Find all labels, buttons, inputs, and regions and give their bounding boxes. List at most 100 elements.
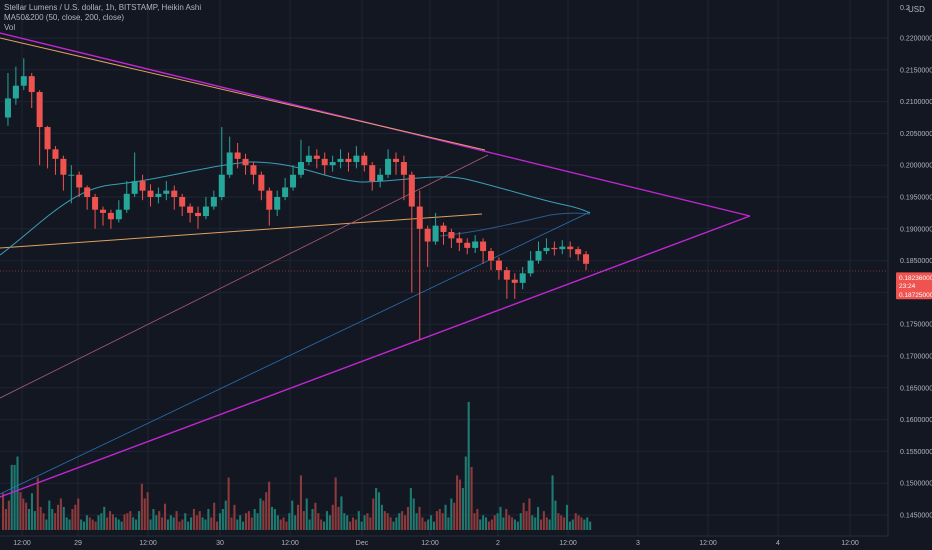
volume-bar	[456, 475, 459, 530]
volume-bar	[137, 511, 141, 530]
volume-bar	[519, 513, 522, 530]
volume-bar	[421, 517, 424, 530]
volume-bar	[132, 517, 135, 530]
volume-bar	[490, 519, 493, 530]
volume-bar	[189, 517, 193, 530]
candle-body	[456, 238, 463, 243]
volume-bar	[366, 513, 369, 530]
volume-bar	[256, 513, 259, 530]
candle-body	[92, 197, 99, 210]
volume-bar	[563, 517, 566, 530]
volume-bar	[74, 504, 77, 530]
volume-bar	[302, 511, 305, 530]
volume-bar	[213, 502, 216, 530]
candle-body	[155, 193, 162, 197]
volume-bar	[314, 502, 317, 530]
candle-body	[329, 162, 336, 166]
candle-body	[511, 279, 518, 283]
volume-bar	[461, 488, 464, 530]
candle-body	[131, 181, 138, 194]
candle-body	[195, 212, 202, 217]
volume-bar	[430, 515, 433, 530]
candle-body	[218, 174, 225, 197]
candle-body	[274, 197, 281, 210]
volume-bar	[161, 517, 164, 530]
volume-bar	[297, 504, 300, 530]
volume-bar	[476, 509, 479, 530]
volume-bar	[464, 456, 467, 530]
candle-body	[488, 251, 495, 261]
volume-bar	[528, 498, 531, 530]
volume-bar	[51, 509, 54, 530]
volume-bar	[143, 498, 146, 530]
volume-bar	[85, 515, 88, 530]
volume-bar	[334, 477, 337, 530]
candle-body	[179, 197, 186, 207]
volume-bar	[19, 492, 22, 530]
x-tick-label: 4	[776, 540, 780, 547]
candle-body	[282, 187, 289, 197]
volume-indicator-label[interactable]: Vol	[4, 23, 16, 32]
ma-indicator-label[interactable]: MA50&200 (50, close, 200, close)	[4, 13, 125, 22]
price-tag-box	[896, 272, 932, 283]
x-tick-label: 12:00	[421, 540, 439, 547]
volume-bar	[343, 513, 346, 530]
volume-bar	[531, 515, 534, 530]
price-tag-label: 0.18236000	[899, 275, 932, 282]
volume-bar	[221, 509, 224, 530]
volume-bar	[386, 513, 389, 530]
volume-bar	[94, 521, 97, 530]
volume-bar	[158, 511, 161, 530]
volume-bar	[227, 477, 230, 530]
volume-bar	[233, 504, 236, 530]
currency-label[interactable]: USD	[908, 5, 925, 14]
grid	[0, 0, 888, 536]
volume-bar	[511, 517, 514, 530]
candle-body	[559, 246, 566, 250]
candle-body	[68, 174, 75, 176]
candle-body	[115, 209, 122, 220]
candle-body	[535, 251, 542, 261]
x-tick-label: 12:00	[699, 540, 717, 547]
volume-bar	[276, 515, 279, 530]
candle-body	[171, 190, 178, 197]
candle-body	[60, 158, 67, 175]
candle-body	[345, 158, 352, 163]
volume-bar	[97, 515, 100, 530]
candle-body	[36, 92, 43, 128]
volume-bar	[82, 521, 86, 530]
symbol-title[interactable]: Stellar Lumens / U.S. dollar, 1h, BITSTA…	[4, 3, 202, 12]
x-tick-label: 12:00	[559, 540, 577, 547]
volume-bar	[22, 498, 25, 530]
volume-bar	[473, 513, 476, 530]
chart-legend: Stellar Lumens / U.S. dollar, 1h, BITSTA…	[4, 3, 201, 33]
triangle-lower-line	[0, 215, 751, 498]
volume-bar	[175, 511, 178, 530]
candle-body	[361, 155, 368, 166]
volume-bar	[100, 513, 103, 530]
time-axis[interactable]: 12:00 29 12:00 30 12:00 Dec 12:00 2 12:00 3 12:00 4…	[0, 535, 888, 547]
volume-bar	[187, 521, 190, 530]
volume-bar	[288, 513, 291, 530]
volume-bar	[337, 506, 340, 530]
volume-bar	[354, 519, 357, 530]
candle-body	[20, 76, 27, 86]
candle-body	[583, 254, 590, 264]
volume-bar	[33, 511, 36, 530]
volume-bar	[106, 517, 109, 530]
volume-bar	[580, 517, 583, 530]
candle-body	[12, 85, 19, 99]
candle-body	[385, 158, 392, 175]
candles	[4, 58, 590, 341]
candle-body	[464, 242, 471, 248]
candle-body	[424, 228, 431, 242]
volume-bar	[270, 506, 274, 530]
volume-bar	[198, 511, 201, 530]
